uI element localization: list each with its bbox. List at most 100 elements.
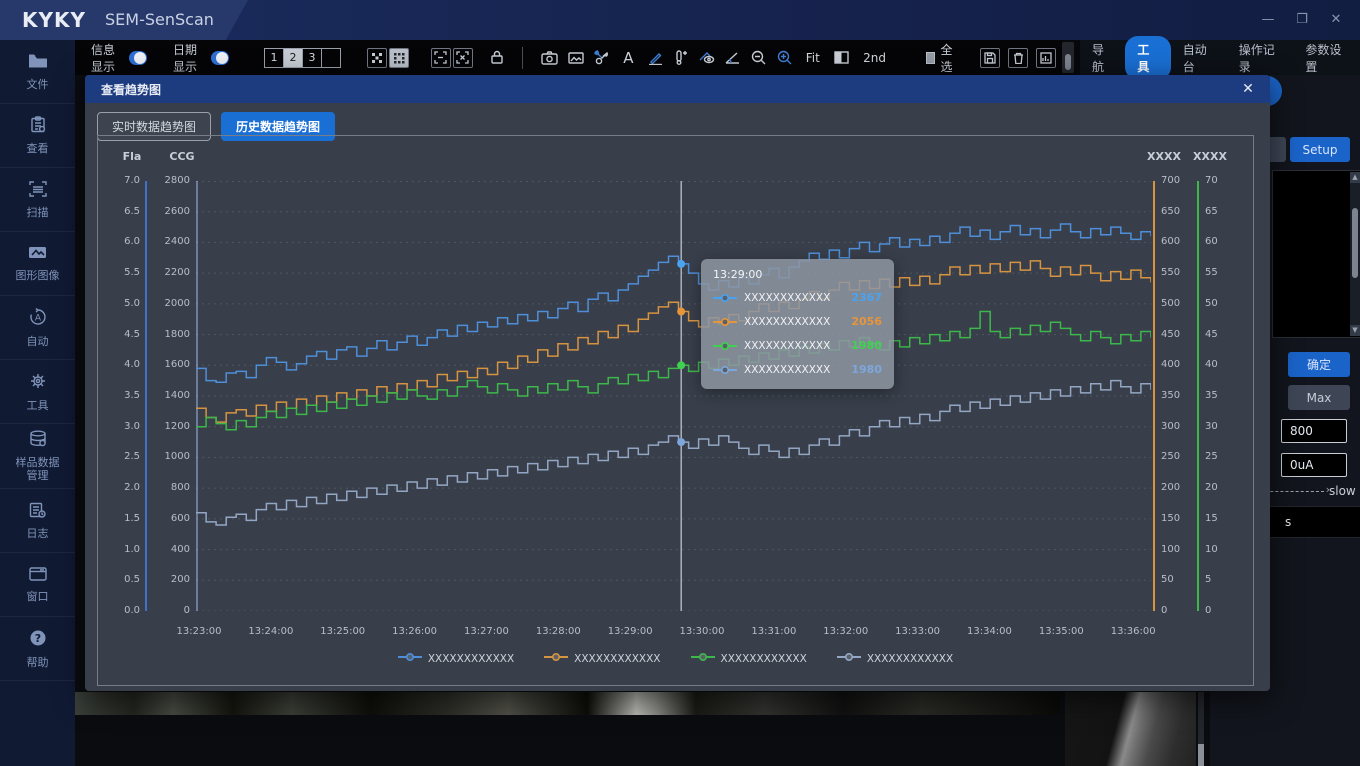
grid-pattern-icon[interactable] <box>388 47 409 68</box>
nav-tab-操作记录[interactable]: 操作记录 <box>1238 42 1275 74</box>
sidebar-item-log[interactable]: 日志 <box>0 489 75 553</box>
sidebar-item-label: 日志 <box>26 526 49 540</box>
angle-tool-icon[interactable] <box>725 46 741 70</box>
screenshot-image-icon[interactable] <box>568 46 584 70</box>
info-display-toggle[interactable] <box>129 50 147 65</box>
legend-item[interactable]: XXXXXXXXXXXX <box>397 652 514 665</box>
zoom-in-icon[interactable] <box>776 46 792 70</box>
nav-tab-自动台[interactable]: 自动台 <box>1182 42 1207 74</box>
sidebar-item-view[interactable]: 查看 <box>0 104 75 168</box>
series-marker-icon <box>713 288 737 307</box>
svg-text:?: ? <box>34 631 40 644</box>
zoom-out-icon[interactable] <box>751 46 766 70</box>
nav-tab-参数设置[interactable]: 参数设置 <box>1305 42 1342 74</box>
axis-tick-label: 1.0 <box>124 543 140 555</box>
series-line <box>196 310 1152 431</box>
confirm-button[interactable]: 确定 <box>1288 352 1350 377</box>
sidebar-item-scan[interactable]: 扫描 <box>0 168 75 232</box>
chart-report-icon[interactable] <box>1036 47 1057 68</box>
folder-icon <box>28 53 48 73</box>
sidebar: 文件 查看 扫描 图形图像 A 自动 工具 样品数据 管理日志窗口? 帮助 <box>0 40 75 766</box>
dialog-close-icon[interactable]: ✕ <box>1242 81 1254 97</box>
legend-label: XXXXXXXXXXXX <box>574 652 661 665</box>
axis-title-ccg: CCG <box>169 150 195 163</box>
axis-tick-label: 2400 <box>164 236 190 248</box>
plot-area[interactable] <box>196 181 1152 612</box>
sidebar-item-help[interactable]: ? 帮助 <box>0 617 75 681</box>
thermometer-plus-icon[interactable] <box>673 46 688 70</box>
contrast-icon[interactable] <box>834 46 849 70</box>
sidebar-item-window[interactable]: 窗口 <box>0 553 75 617</box>
axis-title-right1: XXXX <box>1147 150 1181 163</box>
title-bar: KYKY SEM-SenScan — ❐ ✕ <box>0 0 1360 40</box>
close-button[interactable]: ✕ <box>1330 12 1342 27</box>
lock-icon[interactable] <box>489 46 504 70</box>
chamber-camera-image <box>75 692 1060 715</box>
minimize-button[interactable]: — <box>1261 12 1275 27</box>
tools-wrench-icon[interactable] <box>594 46 609 70</box>
value-field-800[interactable] <box>1281 419 1347 443</box>
time-tick-label: 13:30:00 <box>679 626 725 637</box>
max-button[interactable]: Max <box>1288 385 1350 410</box>
axis-tick-label: 0.5 <box>124 574 140 586</box>
axis-tick-label: 6.5 <box>124 205 140 217</box>
image-icon <box>28 245 47 264</box>
toolbar-scrollbar[interactable] <box>1062 42 1074 73</box>
tooltip-row: XXXXXXXXXXXX 1980 <box>713 360 882 379</box>
legend-item[interactable]: XXXXXXXXXXXX <box>836 652 953 665</box>
dialog-tab-实时数据趋势图[interactable]: 实时数据趋势图 <box>97 112 212 141</box>
dialog-tab-历史数据趋势图[interactable]: 历史数据趋势图 <box>221 112 336 141</box>
axis-tick-label: 2600 <box>164 205 190 217</box>
listbox-scrollbar[interactable]: ▲ ▼ <box>1350 172 1360 336</box>
sidebar-item-tools[interactable]: 工具 <box>0 360 75 424</box>
axis-tick-label: 60 <box>1205 236 1218 248</box>
frame-minus-icon[interactable] <box>430 47 451 68</box>
legend-item[interactable]: XXXXXXXXXXXX <box>544 652 661 665</box>
time-tick-label: 13:28:00 <box>535 626 581 637</box>
sidebar-item-auto[interactable]: A 自动 <box>0 296 75 360</box>
date-display-label: 日期显示 <box>172 42 197 74</box>
date-display-toggle[interactable] <box>211 50 229 65</box>
axis-tick-label: 15 <box>1205 512 1218 524</box>
workspace-scrollbar[interactable] <box>1198 692 1204 766</box>
view-button-3[interactable]: 3 <box>301 47 322 68</box>
axis-tick-label: 65 <box>1205 205 1218 217</box>
nav-tab-工具[interactable]: 工具 <box>1125 35 1171 80</box>
fit-button[interactable]: Fit <box>805 50 820 65</box>
cursor-marker-dot <box>677 361 686 370</box>
sidebar-item-image[interactable]: 图形图像 <box>0 232 75 296</box>
time-tick-label: 13:34:00 <box>966 626 1012 637</box>
axis-tick-label: 600 <box>1161 236 1181 248</box>
panel-listbox[interactable]: ▲ ▼ <box>1272 170 1360 338</box>
frame-expand-icon[interactable] <box>452 47 473 68</box>
dialog-tabs: 实时数据趋势图 历史数据趋势图 <box>97 112 336 141</box>
trash-icon[interactable] <box>1008 47 1029 68</box>
axis-tick-label: 350 <box>1161 390 1181 401</box>
maximize-button[interactable]: ❐ <box>1296 12 1308 27</box>
sidebar-item-file[interactable]: 文件 <box>0 40 75 104</box>
second-detector-button[interactable]: 2nd <box>863 50 887 65</box>
save-icon[interactable] <box>980 47 1001 68</box>
scroll-down-icon[interactable]: ▼ <box>1350 325 1360 336</box>
annotate-pen-icon[interactable] <box>647 46 662 70</box>
sidebar-item-sample-data[interactable]: 样品数据 管理 <box>0 424 75 489</box>
tooltip-series-value: 2367 <box>851 291 882 304</box>
view-button-2[interactable]: 2 <box>282 47 303 68</box>
measure-eye-icon[interactable] <box>698 46 715 70</box>
camera-icon[interactable] <box>541 46 558 70</box>
series-marker-icon <box>397 652 422 665</box>
setup-button[interactable]: Setup <box>1290 137 1350 162</box>
view-button-blank[interactable] <box>320 47 341 68</box>
tooltip-series-value: 2056 <box>851 315 882 328</box>
nav-tab-导航[interactable]: 导航 <box>1092 42 1105 74</box>
scroll-up-icon[interactable]: ▲ <box>1350 172 1360 183</box>
axis-tick-label: 0 <box>1205 605 1212 616</box>
view-button-1[interactable]: 1 <box>263 47 284 68</box>
current-field-0ua[interactable] <box>1281 453 1347 477</box>
select-all-checkbox[interactable]: 全选 <box>926 41 956 75</box>
legend-item[interactable]: XXXXXXXXXXXX <box>690 652 807 665</box>
axis-tick-label: 30 <box>1205 420 1218 432</box>
grid-dots-icon[interactable] <box>366 47 387 68</box>
window-icon <box>28 566 47 585</box>
text-tool-icon[interactable]: A <box>623 48 634 67</box>
